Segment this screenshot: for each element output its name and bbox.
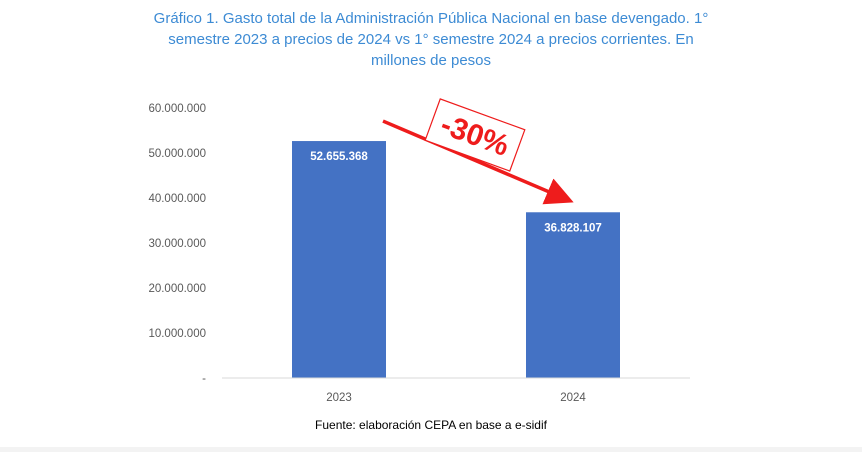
y-tick-label: 10.000.000 bbox=[148, 328, 206, 340]
data-label-2024: 36.828.107 bbox=[544, 222, 602, 234]
y-tick-label: 50.000.000 bbox=[148, 148, 206, 160]
page-bottom-band bbox=[0, 447, 862, 452]
reduction-annotation: -30% bbox=[382, 98, 574, 205]
chart-title: Gráfico 1. Gasto total de la Administrac… bbox=[80, 8, 782, 71]
y-tick-label: 40.000.000 bbox=[148, 193, 206, 205]
x-tick-label-2023: 2023 bbox=[326, 392, 352, 404]
percent-change-frame bbox=[424, 98, 526, 172]
bar-2023 bbox=[292, 141, 386, 378]
bar-chart: - 10.000.000 20.000.000 30.000.000 40.000.00… bbox=[148, 98, 690, 404]
data-label-2023: 52.655.368 bbox=[310, 151, 368, 163]
y-tick-label: 60.000.000 bbox=[148, 103, 206, 115]
bar-2024 bbox=[526, 212, 620, 378]
x-tick-label-2024: 2024 bbox=[560, 392, 586, 404]
y-tick-label: 20.000.000 bbox=[148, 283, 206, 295]
chart-title-line-2: semestre 2023 a precios de 2024 vs 1° se… bbox=[168, 31, 694, 48]
y-tick-label: 30.000.000 bbox=[148, 238, 206, 250]
chart-title-line-3: millones de pesos bbox=[370, 52, 492, 69]
y-tick-label: - bbox=[202, 373, 206, 385]
decrease-arrow bbox=[382, 119, 574, 205]
source-note: Fuente: elaboración CEPA en base a e-sid… bbox=[315, 418, 547, 432]
chart-title-line-1: Gráfico 1. Gasto total de la Administrac… bbox=[153, 10, 709, 27]
